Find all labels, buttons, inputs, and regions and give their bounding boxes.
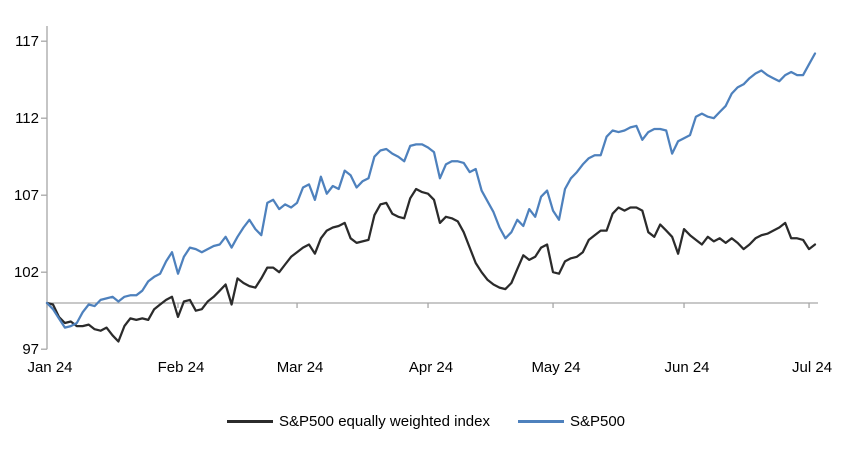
x-axis-label: Jun 24 bbox=[664, 359, 709, 376]
legend-item-equal-weight: S&P500 equally weighted index bbox=[226, 413, 490, 430]
x-axis-label: Jul 24 bbox=[792, 359, 832, 376]
y-axis-label: 97 bbox=[22, 341, 39, 358]
x-axis-label: Jan 24 bbox=[27, 359, 72, 376]
x-axis-label: May 24 bbox=[531, 359, 580, 376]
y-axis-label: 112 bbox=[15, 110, 39, 127]
y-axis-label: 117 bbox=[15, 33, 39, 50]
sp500-line bbox=[45, 52, 817, 329]
x-axis-label: Apr 24 bbox=[409, 359, 453, 376]
equal-weight-line-swatch bbox=[226, 420, 273, 423]
sp500-equal-weight-line bbox=[45, 187, 817, 343]
legend-label-equal-weight: S&P500 equally weighted index bbox=[278, 413, 490, 430]
y-axis-label: 107 bbox=[14, 187, 39, 204]
x-axis-label: Mar 24 bbox=[277, 359, 324, 376]
x-axis-label: Feb 24 bbox=[158, 359, 205, 376]
y-axis-label: 102 bbox=[14, 264, 39, 281]
legend: S&P500 equally weighted index S&P500 bbox=[0, 413, 852, 430]
legend-item-sp500: S&P500 bbox=[517, 413, 626, 430]
sp500-line-swatch bbox=[517, 420, 564, 423]
legend-label-sp500: S&P500 bbox=[569, 413, 626, 430]
